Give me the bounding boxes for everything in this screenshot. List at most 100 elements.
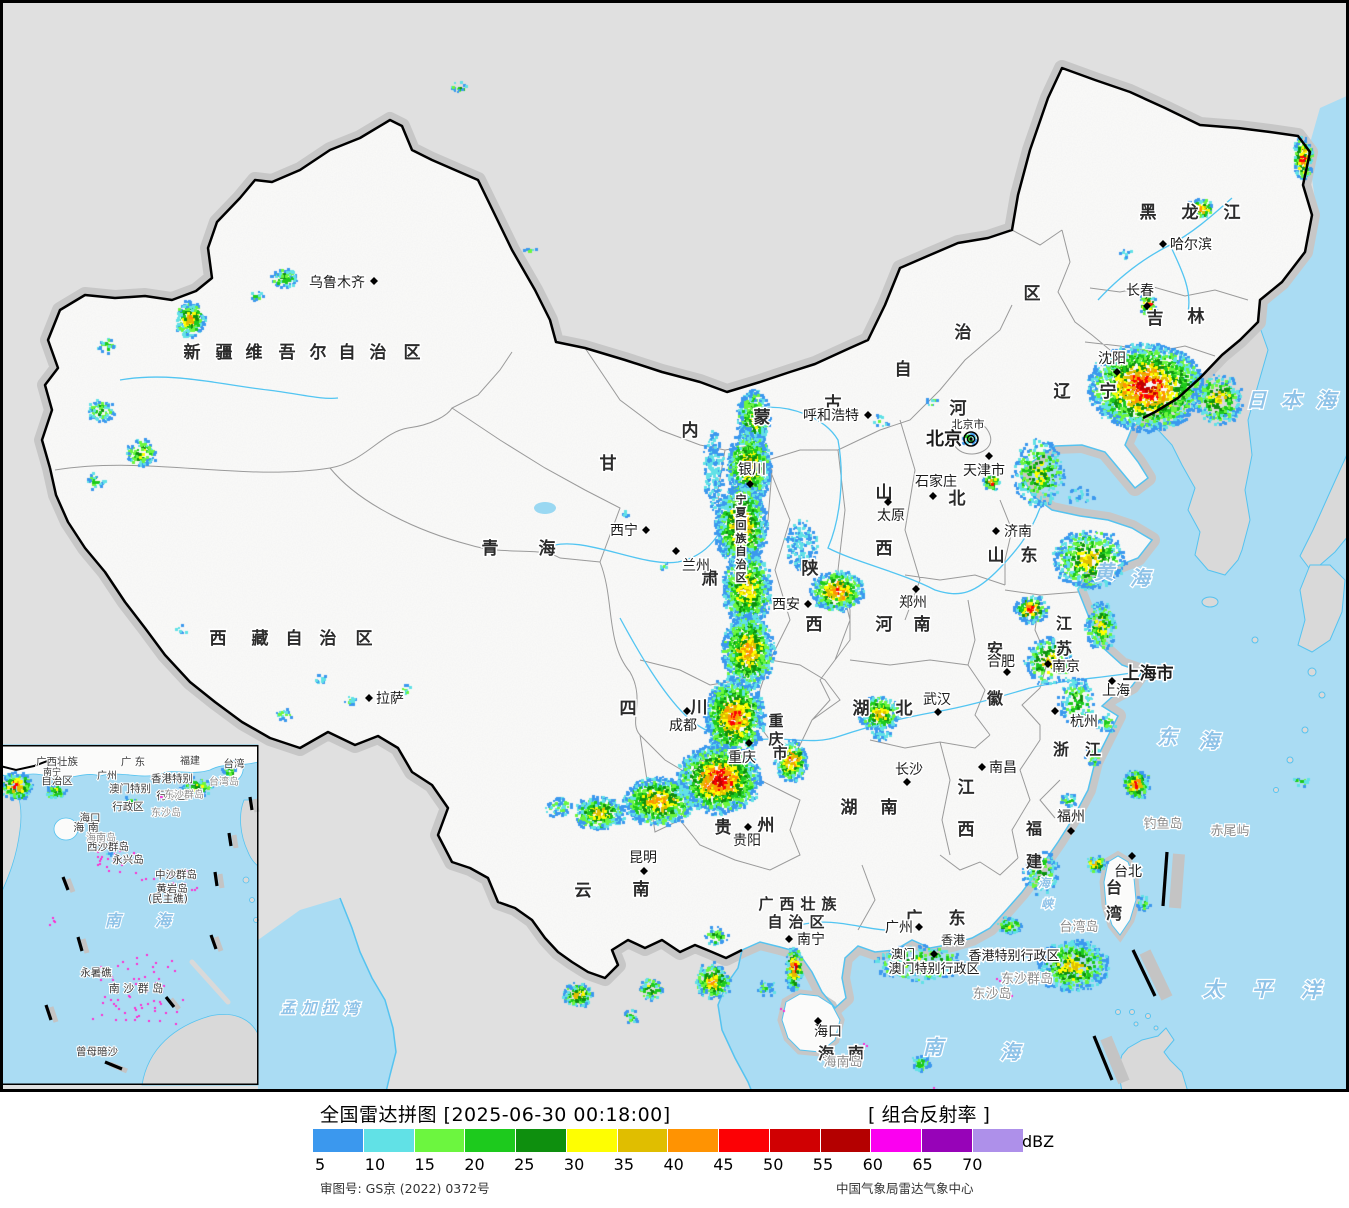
scale-value: 40 — [663, 1155, 684, 1174]
province-label: 西 — [210, 629, 227, 649]
inset-label: (民主礁) — [148, 892, 188, 905]
sea-label: 拉 — [321, 999, 338, 1017]
province-label: 河 — [876, 615, 893, 635]
dash-segment — [213, 871, 225, 889]
inset-label: 黄岩岛 — [156, 882, 188, 895]
province-label: 海 — [539, 538, 556, 559]
city-marker — [985, 452, 993, 460]
province-label: 安 — [987, 640, 1003, 659]
dash-segment — [61, 876, 76, 893]
scale-segment — [922, 1129, 972, 1152]
scale-segment — [363, 1129, 414, 1152]
province-label: 贵 — [715, 817, 732, 838]
province-label: 福 — [1025, 819, 1042, 838]
inset-label: 西沙群岛 — [87, 840, 129, 853]
province-label: 徽 — [986, 689, 1004, 708]
city-marker — [672, 547, 680, 555]
national-border — [40, 66, 1314, 980]
city-label: 重庆 — [728, 750, 756, 766]
province-label: 黑 — [1140, 203, 1157, 223]
province-label: 陕 — [802, 558, 819, 579]
city-marker — [1067, 827, 1075, 835]
city-label: 呼和浩特 — [803, 408, 859, 424]
map-labels: 黑龙江吉 林辽 宁新疆维吾尔自治区内蒙古自治区甘肃宁夏回族自治区青 海西藏自治区陕西山… — [35, 201, 1340, 1072]
city-label: 上海市 — [1123, 663, 1174, 684]
city-label: 成都 — [669, 718, 697, 734]
province-label: 东 — [1021, 545, 1038, 566]
city-label: 太原 — [877, 508, 905, 524]
province-label: 北 — [949, 489, 966, 509]
scale-segment — [769, 1129, 820, 1152]
scale-segment — [516, 1129, 566, 1152]
province-label: 江 — [1056, 614, 1072, 633]
city-label: 福州 — [1057, 809, 1085, 825]
province-label: 区 — [736, 571, 747, 584]
city-label: 郑州 — [899, 595, 927, 611]
dash-segment — [164, 996, 181, 1011]
city-marker — [1044, 660, 1052, 668]
city-marker — [744, 823, 752, 831]
province-label: 藏 — [252, 629, 269, 649]
city-marker — [1108, 677, 1116, 685]
inset-label: 海 南 — [73, 820, 99, 834]
province-label: 北 — [896, 699, 913, 719]
province-label: 四 — [620, 699, 637, 719]
province-label: 东 — [949, 908, 966, 929]
city-marker — [884, 498, 892, 506]
province-label: 河 — [950, 399, 967, 419]
dash-segment — [104, 1060, 128, 1074]
city-marker — [640, 867, 648, 875]
city-label: 台北 — [1114, 864, 1142, 880]
scale-value: 25 — [514, 1155, 535, 1174]
city-label: 济南 — [1004, 524, 1032, 540]
city-label: 武汉 — [923, 692, 951, 708]
scale-value: 30 — [563, 1155, 585, 1174]
city-marker — [1003, 668, 1011, 676]
province-label: 古 — [825, 393, 842, 414]
province-label: 回 — [736, 518, 747, 532]
province-label: 建 — [1026, 852, 1042, 871]
province-label: 西 — [958, 820, 975, 840]
sea-label: 加 — [300, 999, 318, 1017]
city-label: 长沙 — [895, 762, 923, 778]
province-label: 江 — [1085, 740, 1101, 759]
scale-value: 65 — [912, 1155, 933, 1174]
city-label: 哈尔滨 — [1170, 237, 1212, 253]
inset-label: 永暑礁 — [80, 966, 112, 979]
city-marker — [864, 411, 872, 419]
city-marker — [934, 708, 942, 716]
agency-name: 中国气象局雷达气象中心 — [836, 1181, 974, 1196]
inset-island-label: 海南岛 — [86, 831, 116, 844]
province-label: 辽 — [1054, 382, 1072, 402]
province-label: 区 — [809, 913, 824, 931]
inset-label: 永兴岛 — [112, 853, 144, 866]
city-marker — [1159, 240, 1167, 248]
inset-label: 台湾 — [224, 757, 245, 770]
city-label: 北京 — [926, 428, 962, 450]
city-label: 天津市 — [963, 462, 1005, 479]
city-marker — [930, 950, 938, 958]
city-label: 银川 — [738, 462, 766, 478]
scale-segment — [313, 1129, 363, 1152]
sea-label: 南 — [923, 1035, 946, 1059]
sea-label: 海 — [1130, 566, 1153, 590]
scale-value-labels: 5 10 15 20 25 30 35 40 45 50 55 60 65 70 — [0, 1155, 1349, 1175]
province-label: 山 — [876, 483, 893, 503]
scale-segment — [871, 1129, 922, 1152]
scale-segment — [972, 1129, 1023, 1152]
inset-label: 海口 — [80, 811, 101, 824]
province-label: 广 — [758, 895, 773, 913]
sea-label: 黄 — [1094, 560, 1117, 584]
city-marker — [1051, 707, 1059, 715]
sea-label: 湾 — [343, 1000, 361, 1018]
province-label: 南 — [881, 797, 898, 818]
island-label: 东沙岛 — [972, 986, 1011, 1002]
city-label: 昆明 — [629, 850, 657, 866]
province-label: 湾 — [1106, 904, 1122, 923]
inset-label: 南宁 — [43, 766, 61, 778]
province-label: 南 — [633, 879, 650, 900]
province-label: 族 — [736, 531, 748, 545]
scale-segment — [719, 1129, 769, 1152]
inset-label: 澳门特别 — [109, 782, 151, 795]
